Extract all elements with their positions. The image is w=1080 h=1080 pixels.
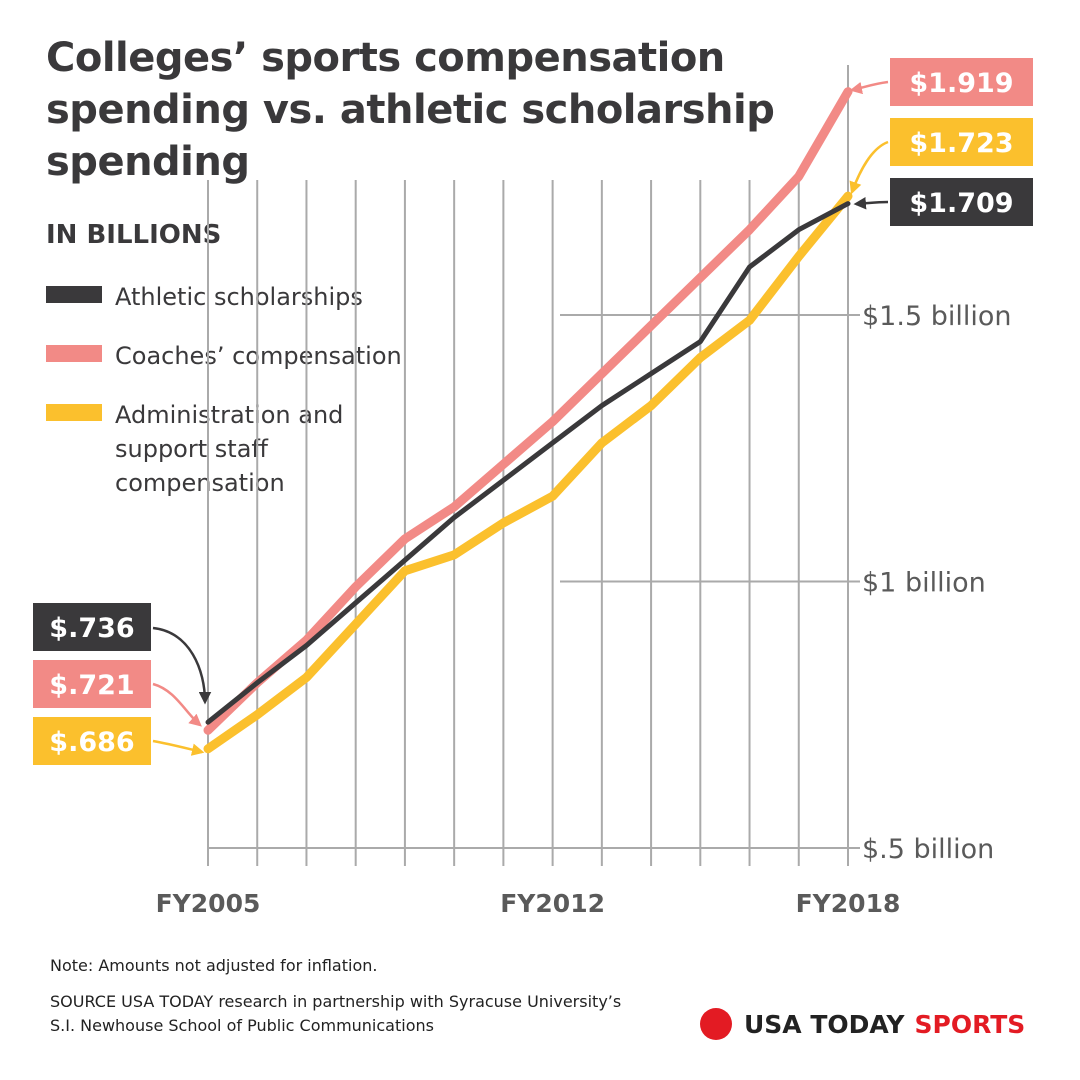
callout-arrow bbox=[152, 739, 205, 756]
start-value-label: $.721 bbox=[49, 670, 134, 701]
brand-section: SPORTS bbox=[914, 1009, 1026, 1039]
start-value-label: $.736 bbox=[49, 613, 134, 644]
callout-arrow bbox=[152, 682, 202, 727]
unit-label: IN BILLIONS bbox=[46, 220, 222, 250]
callout-arrow bbox=[849, 80, 889, 95]
end-value-box bbox=[890, 178, 1033, 226]
end-value-label: $1.709 bbox=[909, 188, 1013, 219]
source-credit: SOURCE USA TODAY research in partnership… bbox=[50, 992, 622, 1035]
legend-swatch-dark bbox=[46, 286, 102, 303]
legend-item-coaches-compensation: Coaches’ compensation bbox=[46, 339, 415, 373]
footnote: Note: Amounts not adjusted for inflation… bbox=[50, 956, 378, 975]
callout-arrow bbox=[853, 197, 889, 210]
end-value-box bbox=[890, 118, 1033, 166]
end-value-label: $1.919 bbox=[909, 68, 1013, 99]
callout-arrow bbox=[849, 140, 889, 195]
start-value-box bbox=[33, 603, 151, 651]
brand-dot-icon bbox=[700, 1008, 732, 1040]
legend-item-admin-staff-compensation: Administration and support staff compens… bbox=[46, 398, 415, 500]
callout-arrow bbox=[152, 626, 212, 705]
y-tick-label: $.5 billion bbox=[862, 834, 994, 865]
brand-name: USA TODAY bbox=[744, 1009, 905, 1039]
start-value-box bbox=[33, 660, 151, 708]
series-line bbox=[205, 201, 851, 725]
brand-logo: USA TODAY SPORTS bbox=[700, 1008, 1025, 1040]
end-value-label: $1.723 bbox=[909, 128, 1013, 159]
legend-label: Coaches’ compensation bbox=[115, 342, 402, 370]
start-value-box bbox=[33, 717, 151, 765]
x-tick-label: FY2012 bbox=[500, 889, 605, 918]
y-tick-label: $1.5 billion bbox=[862, 301, 1011, 332]
start-value-label: $.686 bbox=[49, 727, 134, 758]
y-tick-label: $1 billion bbox=[862, 568, 986, 599]
series-line bbox=[203, 191, 853, 754]
legend-label: Athletic scholarships bbox=[115, 283, 363, 311]
series-line bbox=[203, 87, 853, 735]
x-tick-label: FY2005 bbox=[156, 889, 261, 918]
legend-swatch-yellow bbox=[46, 404, 102, 421]
end-value-box bbox=[890, 58, 1033, 106]
legend-label: Administration and support staff compens… bbox=[115, 401, 344, 497]
chart-title: Colleges’ sports compensation spending v… bbox=[46, 35, 775, 185]
legend-item-athletic-scholarships: Athletic scholarships bbox=[46, 280, 415, 314]
x-tick-label: FY2018 bbox=[796, 889, 901, 918]
legend-swatch-pink bbox=[46, 345, 102, 362]
